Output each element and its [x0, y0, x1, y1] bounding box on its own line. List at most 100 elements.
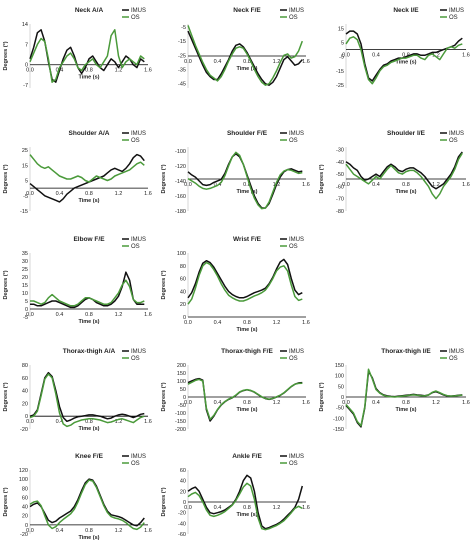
series-os-line: [345, 152, 463, 200]
y-tick-label: -200: [175, 427, 186, 433]
legend-label: OS: [289, 356, 298, 362]
y-tick-label: 60: [22, 376, 28, 382]
x-tick-label: 0.8: [243, 320, 251, 326]
y-tick-label: -15: [178, 39, 186, 45]
x-tick-label: 0.8: [85, 419, 93, 425]
x-tick-label: 0.4: [56, 191, 64, 197]
y-tick-label: 80: [22, 363, 28, 369]
x-axis-label: Time (s): [79, 319, 100, 325]
y-tick-label: -150: [333, 427, 344, 433]
y-axis-label: Degrees (°): [319, 382, 325, 411]
y-tick-label: 0: [183, 395, 186, 401]
x-tick-label: 0.8: [243, 59, 251, 65]
x-tick-label: 0.8: [243, 182, 251, 188]
y-tick-label: 150: [177, 371, 186, 377]
x-axis-label: Time (s): [79, 535, 100, 541]
y-axis-label: Degrees (°): [3, 487, 9, 516]
chart-title: Wrist F/E: [233, 236, 262, 243]
series-imus-line: [187, 258, 303, 299]
y-tick-label: 20: [22, 275, 28, 281]
y-tick-label: 0: [25, 63, 28, 69]
x-tick-label: 1.6: [302, 59, 310, 65]
y-tick-label: -140: [175, 179, 186, 185]
x-tick-label: 1.6: [144, 68, 152, 74]
y-tick-label: 40: [180, 479, 186, 485]
y-tick-label: 50: [338, 384, 344, 390]
y-tick-label: -15: [20, 209, 28, 215]
x-tick-label: 1.6: [144, 312, 152, 318]
y-tick-label: -30: [336, 147, 344, 153]
legend-label: OS: [289, 461, 298, 467]
chart-panel: Shoulder I/E -30 -40 -50 -60 -70 -80 0.0 0.4 0.8 1…: [319, 130, 470, 215]
y-tick-label: 200: [177, 363, 186, 369]
series-os-line: [187, 378, 303, 421]
legend-label: OS: [131, 244, 140, 250]
series-imus-line: [187, 153, 303, 209]
x-axis-label: Time (s): [237, 189, 258, 195]
x-tick-label: 0.0: [342, 53, 350, 59]
y-tick-label: 100: [19, 477, 28, 483]
x-tick-label: 0.4: [372, 53, 380, 59]
y-tick-label: 30: [22, 259, 28, 265]
y-tick-label: 80: [180, 264, 186, 270]
y-tick-label: -60: [336, 184, 344, 190]
y-axis-label: Degrees (°): [161, 382, 167, 411]
legend-label: OS: [131, 138, 140, 144]
y-tick-label: 0: [25, 523, 28, 529]
x-tick-label: 1.6: [462, 182, 470, 188]
legend-label: IMUS: [131, 454, 146, 460]
y-axis-label: Degrees (°): [319, 164, 325, 193]
y-axis-label: Degrees (°): [3, 382, 9, 411]
y-tick-label: 20: [22, 401, 28, 407]
y-axis-label: Degrees (°): [3, 270, 9, 299]
legend-label: OS: [131, 15, 140, 21]
legend-label: OS: [289, 244, 298, 250]
series-os-line: [187, 482, 303, 531]
chart-panel: Shoulder A/A 25 15 5 -5 -15 0.0 0.4 0.8 1.2 1.6 Tim…: [3, 130, 152, 215]
y-tick-label: -5: [23, 194, 28, 200]
x-tick-label: 0.4: [214, 59, 222, 65]
y-axis-label: Degrees (°): [3, 41, 9, 70]
y-tick-label: -160: [175, 194, 186, 200]
x-tick-label: 0.0: [184, 182, 192, 188]
y-tick-label: -150: [175, 419, 186, 425]
x-axis-label: Time (s): [396, 60, 417, 66]
legend-label: IMUS: [131, 131, 146, 137]
chart-title: Neck I/E: [393, 7, 419, 14]
y-tick-label: 5: [25, 299, 28, 305]
x-tick-label: 1.2: [273, 400, 281, 406]
x-tick-label: 0.0: [342, 182, 350, 188]
series-os-line: [345, 368, 463, 427]
y-axis-label: Degrees (°): [161, 487, 167, 516]
x-tick-label: 0.8: [402, 53, 410, 59]
x-tick-label: 0.8: [85, 528, 93, 534]
legend-label: IMUS: [131, 237, 146, 243]
chart-title: Knee F/E: [75, 453, 103, 460]
x-tick-label: 0.4: [56, 312, 64, 318]
x-tick-label: 1.6: [144, 528, 152, 534]
x-tick-label: 0.0: [184, 505, 192, 511]
x-tick-label: 0.0: [26, 191, 34, 197]
y-tick-label: 40: [180, 289, 186, 295]
x-tick-label: 1.2: [273, 320, 281, 326]
x-tick-label: 0.8: [402, 400, 410, 406]
series-os-line: [29, 29, 145, 83]
y-tick-label: -7: [23, 83, 28, 89]
y-tick-label: 0: [183, 500, 186, 506]
legend-label: OS: [131, 461, 140, 467]
y-tick-label: 80: [22, 486, 28, 492]
x-tick-label: 0.4: [372, 182, 380, 188]
y-tick-label: 100: [177, 251, 186, 257]
y-axis-label: Degrees (°): [161, 270, 167, 299]
y-tick-label: 50: [180, 387, 186, 393]
x-tick-label: 1.6: [144, 419, 152, 425]
x-axis-label: Time (s): [79, 426, 100, 432]
y-tick-label: 60: [180, 468, 186, 474]
x-tick-label: 1.6: [302, 400, 310, 406]
chart-panel: Knee F/E 120 100 80 60 40 20 0 -200.0 0.4 0.8 1.2 1.…: [3, 453, 152, 541]
series-imus-line: [29, 371, 145, 423]
series-imus-line: [29, 478, 145, 527]
x-tick-label: 1.6: [462, 53, 470, 59]
